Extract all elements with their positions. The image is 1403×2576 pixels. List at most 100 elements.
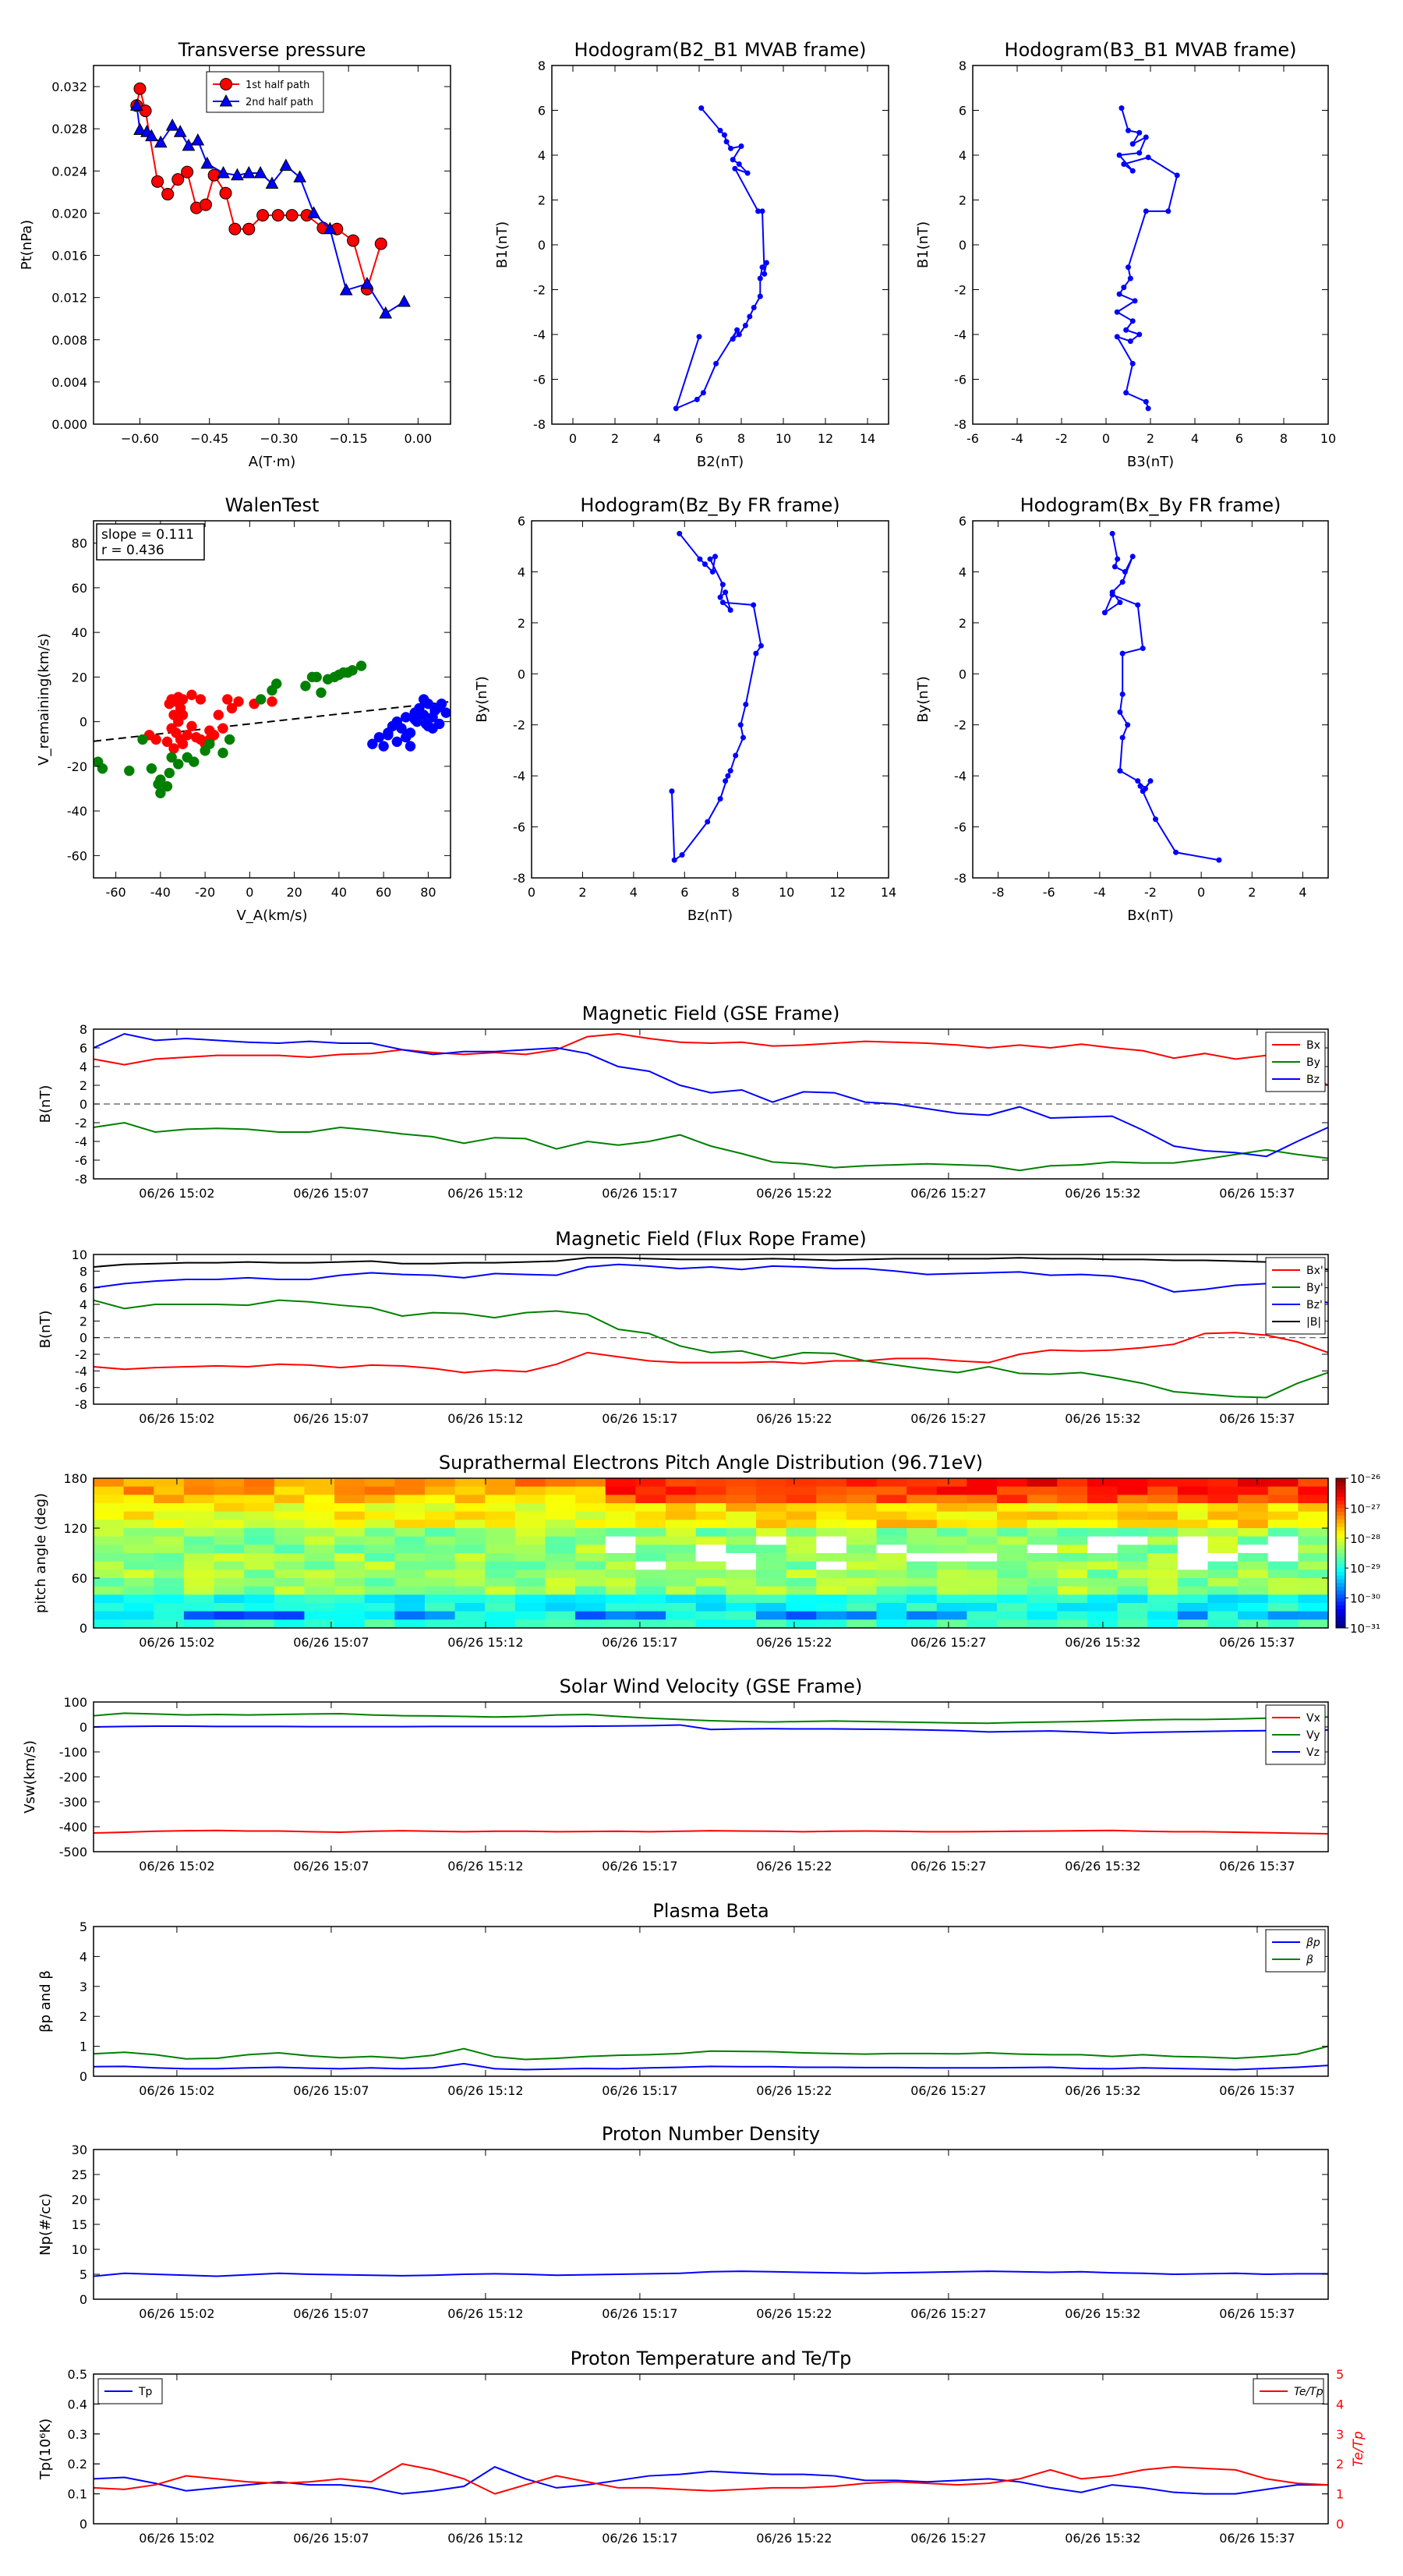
x-tick-label: 10 xyxy=(776,431,791,446)
colorbar-cell xyxy=(1336,1519,1345,1524)
data-point xyxy=(396,723,407,734)
y-tick-label: 0.028 xyxy=(51,122,87,136)
heatmap-cell xyxy=(244,1603,275,1612)
heatmap-cell xyxy=(1267,1578,1299,1587)
heatmap-cell xyxy=(666,1561,697,1570)
heatmap-cell xyxy=(274,1478,306,1488)
y-tick-label: 100 xyxy=(63,1695,87,1710)
y-tick-label: 0 xyxy=(80,1720,87,1735)
heatmap-cell xyxy=(1057,1603,1088,1612)
annotation-text: slope = 0.111 xyxy=(101,527,194,543)
heatmap-cell xyxy=(936,1586,967,1595)
y-tick-label: -2 xyxy=(954,283,967,298)
heatmap-cell xyxy=(364,1520,395,1529)
heatmap-cell xyxy=(726,1503,757,1513)
heatmap-cell xyxy=(846,1545,878,1554)
heatmap-cell xyxy=(454,1603,486,1612)
colorbar-cell xyxy=(1336,1478,1345,1483)
heatmap-cell xyxy=(1267,1586,1299,1595)
heatmap-cell xyxy=(666,1578,697,1587)
colorbar-tick-label: 10⁻²⁶ xyxy=(1350,1472,1380,1486)
data-point xyxy=(673,405,679,412)
heatmap-cell xyxy=(695,1511,726,1520)
data-point xyxy=(195,694,207,705)
y-axis-label: B1(nT) xyxy=(494,221,511,268)
heatmap-cell xyxy=(726,1603,757,1612)
data-point xyxy=(154,135,168,148)
data-point xyxy=(705,819,711,825)
heatmap-cell xyxy=(454,1578,486,1587)
heatmap-cell xyxy=(1147,1528,1179,1537)
heatmap-cell xyxy=(545,1603,576,1612)
y-tick-label: -8 xyxy=(75,1172,87,1187)
heatmap-cell xyxy=(364,1495,395,1504)
heatmap-cell xyxy=(1147,1569,1179,1579)
x-tick-label: -6 xyxy=(1043,885,1055,900)
heatmap-cell xyxy=(726,1578,757,1587)
data-point xyxy=(723,589,729,596)
heatmap-cell xyxy=(997,1536,1028,1545)
y-tick-label: 2 xyxy=(518,616,525,631)
data-point xyxy=(367,738,378,749)
heatmap-cell xyxy=(244,1511,275,1520)
heatmap-cell xyxy=(876,1603,907,1612)
colorbar-cell xyxy=(1336,1523,1345,1527)
data-point xyxy=(379,306,393,319)
y-tick-label: 4 xyxy=(1336,2397,1344,2411)
heatmap-cell xyxy=(755,1619,787,1629)
heatmap-cell xyxy=(394,1511,426,1520)
heatmap-cell xyxy=(454,1495,486,1504)
chart-pad: Suprathermal Electrons Pitch Angle Distr… xyxy=(33,1452,1380,1650)
heatmap-cell xyxy=(364,1586,395,1595)
heatmap-cell xyxy=(154,1578,185,1587)
x-tick-label: 2 xyxy=(611,431,619,446)
heatmap-cell xyxy=(997,1503,1028,1513)
chart-title: WalenTest xyxy=(225,494,320,516)
heatmap-cell xyxy=(364,1594,395,1604)
series-line- xyxy=(93,2045,1329,2061)
heatmap-cell xyxy=(1207,1553,1239,1562)
heatmap-cell xyxy=(575,1594,606,1604)
heatmap-cell xyxy=(1207,1495,1239,1504)
x-tick-label: 2 xyxy=(1147,431,1154,446)
heatmap-cell xyxy=(876,1536,907,1545)
heatmap-cell xyxy=(454,1486,486,1495)
colorbar-cell xyxy=(1336,1497,1345,1502)
x-axis-label: Bz(nT) xyxy=(687,908,733,924)
heatmap-cell xyxy=(997,1495,1028,1504)
x-tick-label: 06/26 15:02 xyxy=(139,1859,214,1874)
heatmap-cell xyxy=(545,1619,576,1629)
heatmap-cell xyxy=(1087,1553,1119,1562)
data-point xyxy=(181,165,194,179)
heatmap-cell xyxy=(1147,1511,1179,1520)
heatmap-cell xyxy=(454,1594,486,1604)
heatmap-cell xyxy=(183,1594,215,1604)
colorbar-cell xyxy=(1336,1485,1345,1490)
heatmap-cell xyxy=(1177,1578,1209,1587)
heatmap-cell xyxy=(454,1619,486,1629)
heatmap-cell xyxy=(997,1594,1028,1604)
heatmap-cell xyxy=(846,1569,878,1579)
heatmap-cell xyxy=(936,1578,967,1587)
y-tick-label: 80 xyxy=(72,536,87,551)
colorbar-cell xyxy=(1336,1579,1345,1583)
heatmap-cell xyxy=(304,1545,335,1554)
y-tick-label: 30 xyxy=(72,2143,87,2157)
data-point xyxy=(1117,600,1123,606)
y-tick-label: 2 xyxy=(538,193,546,208)
data-point xyxy=(307,206,320,218)
heatmap-cell xyxy=(183,1561,215,1570)
colorbar-cell xyxy=(1336,1612,1345,1618)
heatmap-cell xyxy=(726,1586,757,1595)
y-tick-label: 25 xyxy=(72,2167,87,2182)
heatmap-cell xyxy=(454,1545,486,1554)
heatmap-cell xyxy=(274,1545,306,1554)
heatmap-cell xyxy=(605,1586,637,1595)
heatmap-cell xyxy=(997,1486,1028,1495)
heatmap-cell xyxy=(755,1561,787,1570)
x-tick-label: 06/26 15:22 xyxy=(756,1635,832,1650)
heatmap-cell xyxy=(666,1528,697,1537)
heatmap-cell xyxy=(214,1619,245,1629)
heatmap-cell xyxy=(755,1536,787,1545)
heatmap-cell xyxy=(94,1561,125,1570)
